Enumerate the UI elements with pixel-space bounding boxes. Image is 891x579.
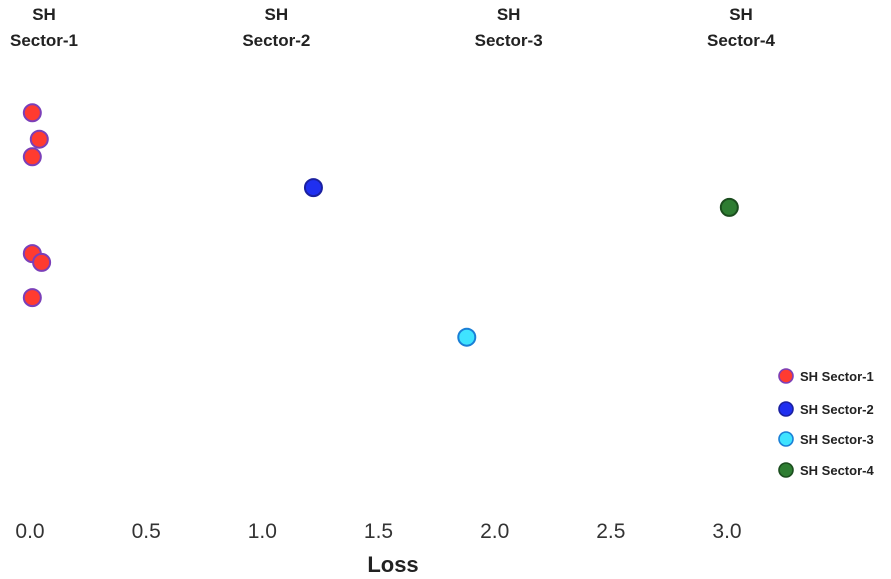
x-tick-label: 2.5 (596, 520, 625, 543)
column-header-3-line2: Sector-3 (475, 31, 543, 50)
legend-marker-4 (779, 463, 793, 477)
point-series-1-1 (24, 104, 41, 121)
column-header-1-line1: SH (32, 5, 56, 24)
x-tick-label: 3.0 (712, 520, 741, 543)
point-series-1-5 (33, 254, 50, 271)
column-header-2-line1: SH (265, 5, 289, 24)
point-series-2-1 (305, 179, 322, 196)
x-tick-label: 2.0 (480, 520, 509, 543)
x-tick-label: 0.5 (132, 520, 161, 543)
point-series-1-3 (24, 148, 41, 165)
legend-label-3: SH Sector-3 (800, 432, 874, 447)
point-series-3-1 (458, 329, 475, 346)
x-axis-ticks: 0.0 0.5 1.0 1.5 2.0 2.5 3.0 (15, 520, 741, 543)
data-points (24, 104, 738, 345)
column-header-4-line2: Sector-4 (707, 31, 776, 50)
legend-marker-2 (779, 402, 793, 416)
legend-marker-3 (779, 432, 793, 446)
point-series-4-1 (721, 199, 738, 216)
legend-label-2: SH Sector-2 (800, 402, 874, 417)
x-tick-label: 0.0 (15, 520, 44, 543)
column-header-4-line1: SH (729, 5, 753, 24)
column-header-3-line1: SH (497, 5, 521, 24)
column-headers: SH Sector-1 SH Sector-2 SH Sector-3 SH Sector-4 (10, 5, 776, 50)
x-tick-label: 1.5 (364, 520, 393, 543)
legend-label-1: SH Sector-1 (800, 369, 874, 384)
point-series-1-2 (31, 131, 48, 148)
legend: SH Sector-1 SH Sector-2 SH Sector-3 SH Sect… (779, 369, 874, 478)
x-axis-label: Loss (367, 552, 418, 577)
column-header-2-line2: Sector-2 (242, 31, 310, 50)
point-series-1-6 (24, 289, 41, 306)
column-header-1-line2: Sector-1 (10, 31, 78, 50)
x-tick-label: 1.0 (248, 520, 277, 543)
legend-label-4: SH Sector-4 (800, 463, 874, 478)
legend-marker-1 (779, 369, 793, 383)
